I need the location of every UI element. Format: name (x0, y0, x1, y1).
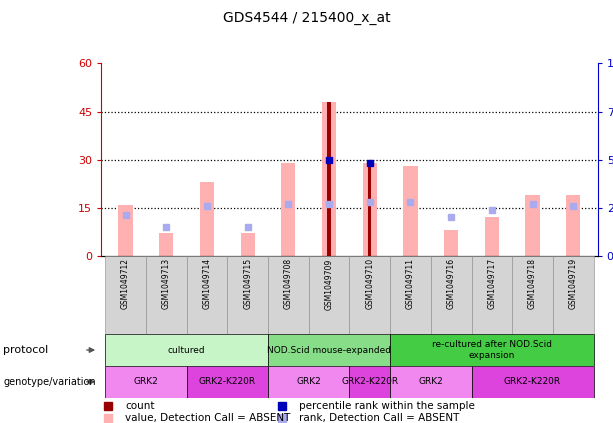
Bar (403, 166, 417, 256)
Bar (363, 163, 377, 256)
Bar (444, 230, 459, 256)
Bar (159, 233, 173, 256)
Bar (553, 256, 593, 334)
Text: GSM1049708: GSM1049708 (284, 258, 293, 309)
Bar (268, 366, 349, 398)
Bar (512, 256, 553, 334)
Text: GRK2-K220R: GRK2-K220R (341, 377, 398, 386)
Text: GSM1049717: GSM1049717 (487, 258, 497, 309)
Bar (146, 256, 186, 334)
Text: GRK2: GRK2 (134, 377, 158, 386)
Text: GDS4544 / 215400_x_at: GDS4544 / 215400_x_at (223, 11, 390, 25)
Bar (566, 195, 581, 256)
Text: rank, Detection Call = ABSENT: rank, Detection Call = ABSENT (299, 413, 460, 423)
Bar (281, 163, 295, 256)
Bar (268, 334, 390, 366)
Bar (268, 256, 309, 334)
Text: genotype/variation: genotype/variation (3, 377, 96, 387)
Bar (485, 217, 499, 256)
Text: NOD.Scid mouse-expanded: NOD.Scid mouse-expanded (267, 346, 391, 354)
Bar (471, 256, 512, 334)
Text: GSM1049713: GSM1049713 (162, 258, 171, 309)
Bar (390, 334, 593, 366)
Bar (105, 256, 146, 334)
Bar (368, 163, 371, 256)
Text: GRK2: GRK2 (296, 377, 321, 386)
Bar (349, 366, 390, 398)
Bar (525, 195, 539, 256)
Bar (186, 366, 268, 398)
Bar (471, 366, 593, 398)
Text: protocol: protocol (3, 345, 48, 355)
Text: value, Detection Call = ABSENT: value, Detection Call = ABSENT (126, 413, 291, 423)
Bar (390, 256, 431, 334)
Bar (105, 366, 186, 398)
Text: GSM1049715: GSM1049715 (243, 258, 252, 309)
Text: count: count (126, 401, 155, 411)
Text: GSM1049716: GSM1049716 (447, 258, 455, 309)
Bar (118, 205, 132, 256)
Bar (309, 256, 349, 334)
Bar (240, 233, 255, 256)
Bar (349, 256, 390, 334)
Text: GSM1049711: GSM1049711 (406, 258, 415, 309)
Bar (186, 256, 227, 334)
Bar (227, 256, 268, 334)
Text: GSM1049714: GSM1049714 (202, 258, 211, 309)
Text: re-cultured after NOD.Scid
expansion: re-cultured after NOD.Scid expansion (432, 341, 552, 360)
Text: GRK2-K220R: GRK2-K220R (199, 377, 256, 386)
Bar (431, 256, 471, 334)
Text: GSM1049710: GSM1049710 (365, 258, 375, 309)
Bar (105, 334, 268, 366)
Text: GSM1049718: GSM1049718 (528, 258, 537, 309)
Text: cultured: cultured (168, 346, 205, 354)
Text: GRK2: GRK2 (419, 377, 443, 386)
Bar (327, 102, 330, 256)
Text: GSM1049712: GSM1049712 (121, 258, 130, 309)
Bar (390, 366, 471, 398)
Text: percentile rank within the sample: percentile rank within the sample (299, 401, 475, 411)
Text: GSM1049709: GSM1049709 (324, 258, 333, 310)
Text: GSM1049719: GSM1049719 (569, 258, 578, 309)
Text: GRK2-K220R: GRK2-K220R (504, 377, 561, 386)
Bar (322, 102, 336, 256)
Bar (200, 182, 214, 256)
